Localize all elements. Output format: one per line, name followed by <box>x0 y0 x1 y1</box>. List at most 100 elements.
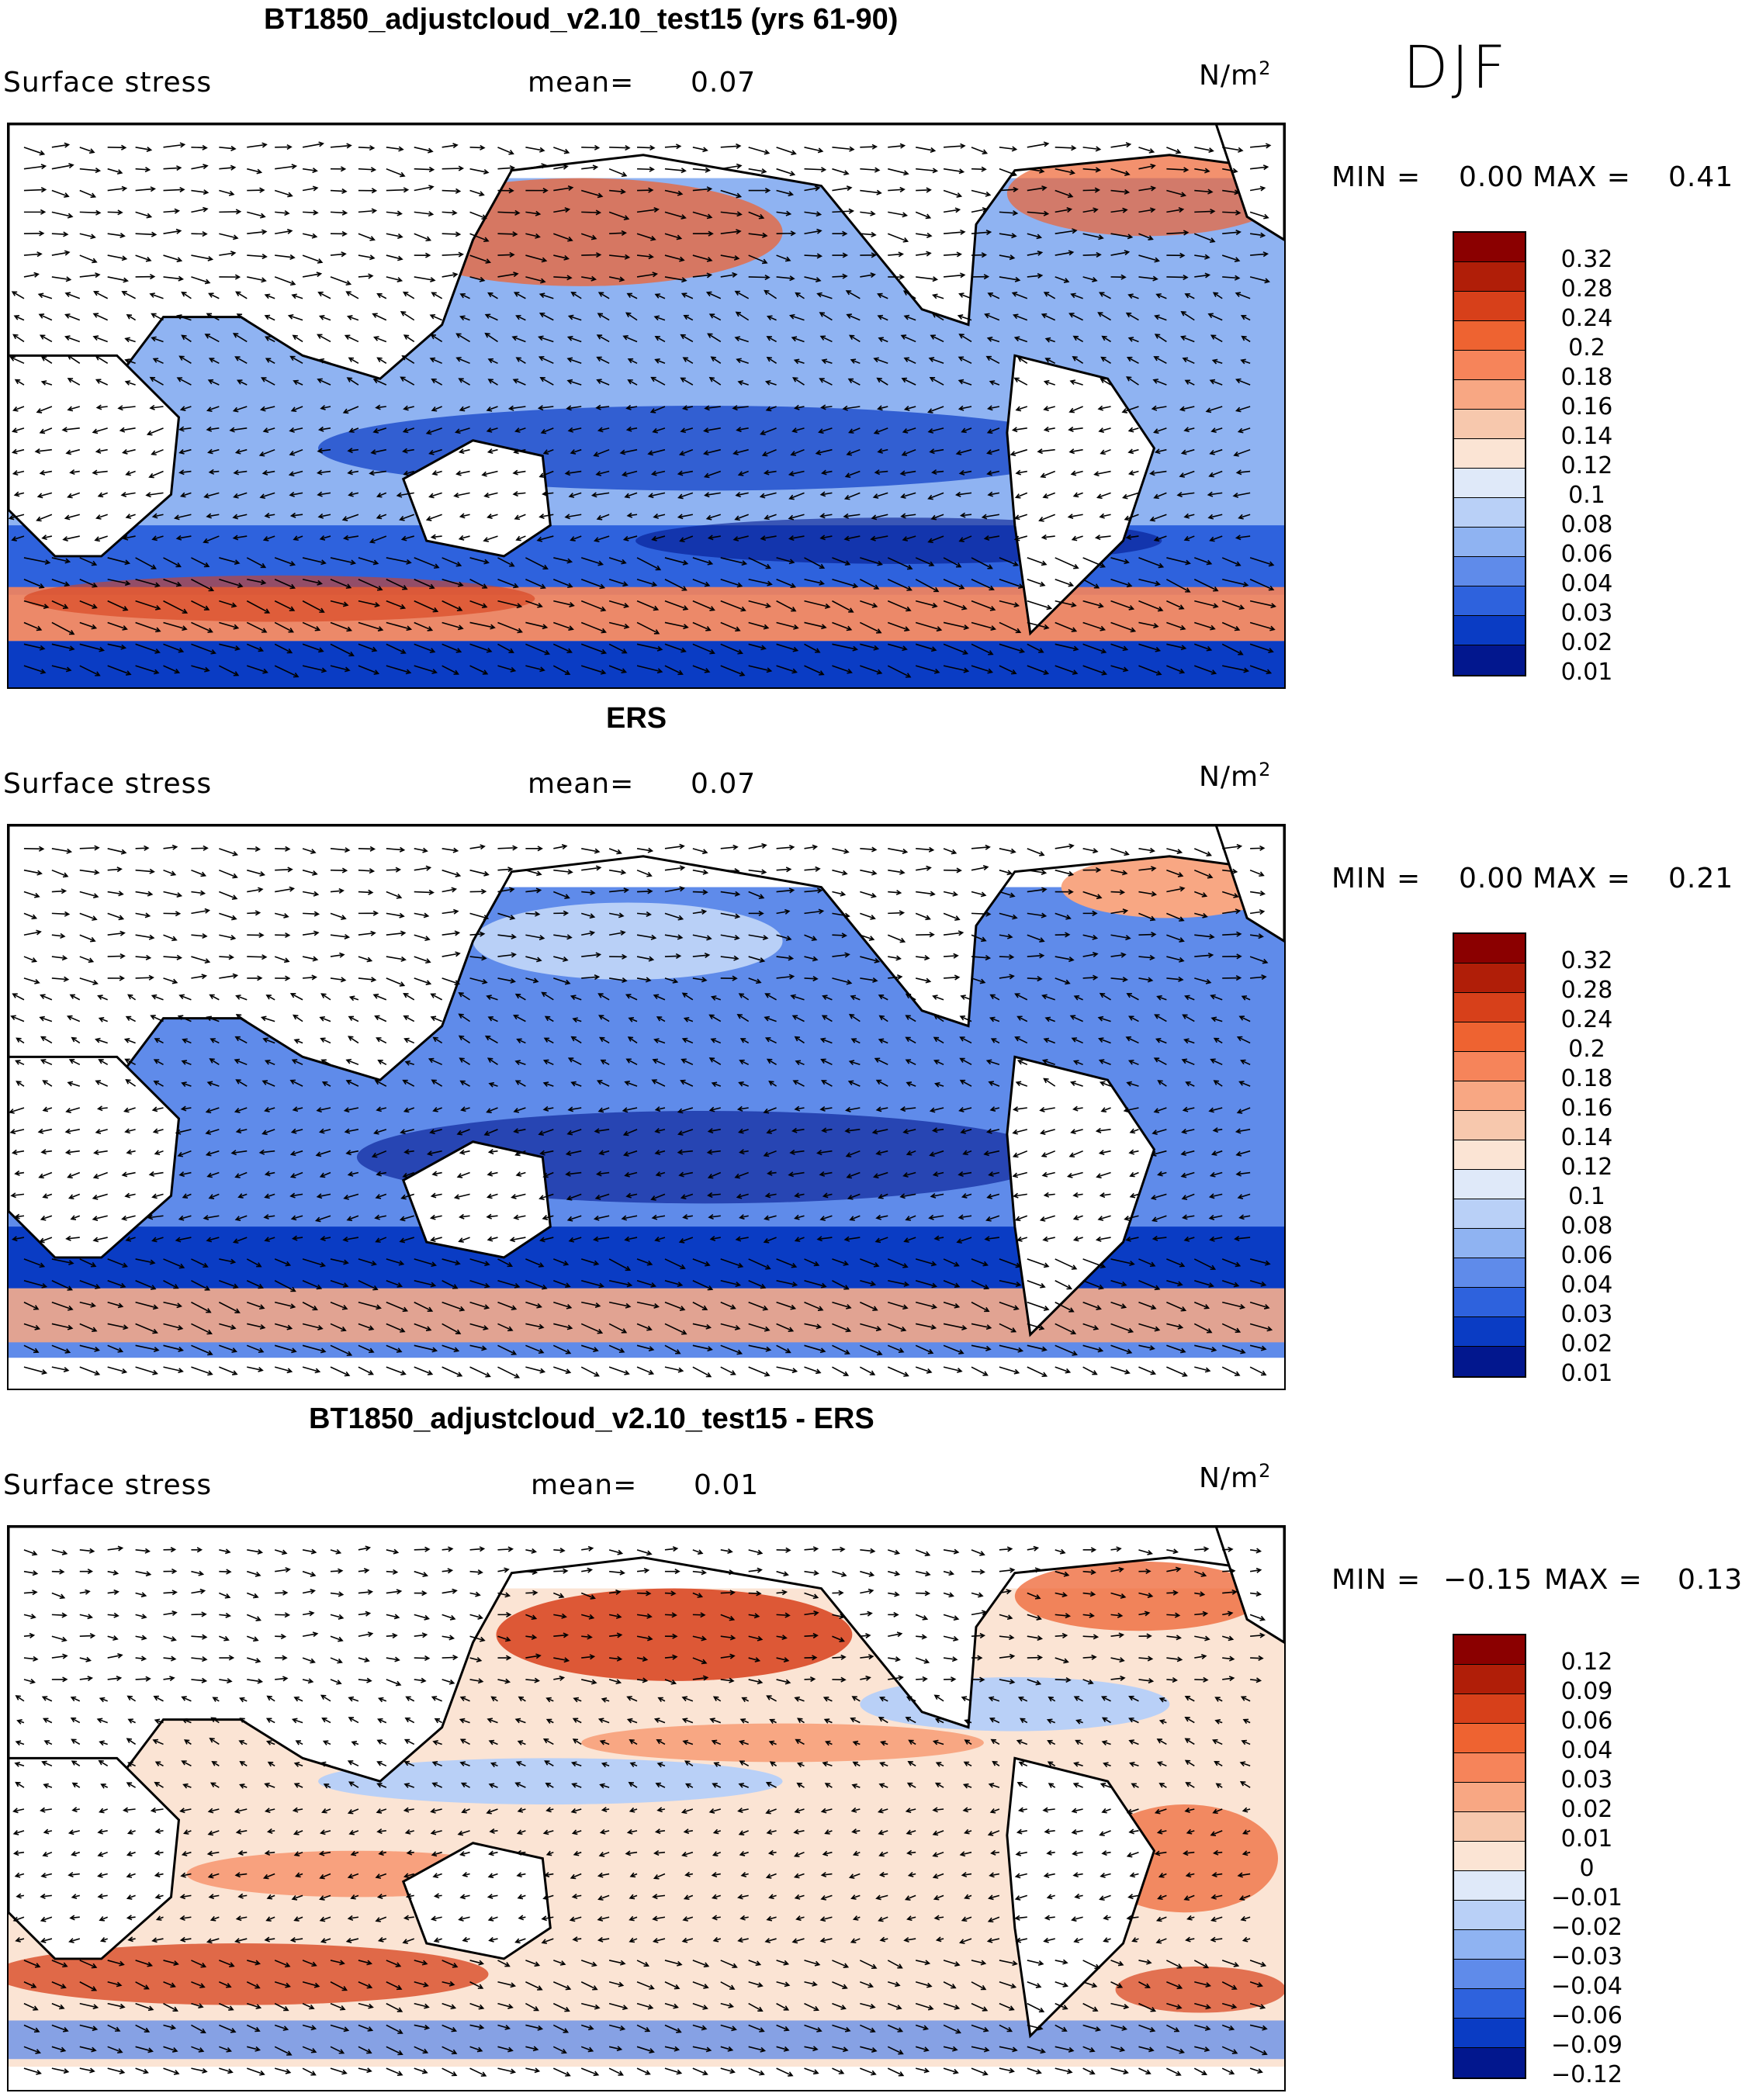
stress-vector-arrow <box>1210 334 1223 343</box>
stress-vector-arrow <box>1194 665 1217 675</box>
stress-vector-arrow <box>944 867 962 874</box>
stress-vector-arrow <box>572 1738 582 1745</box>
stress-vector-arrow <box>1127 448 1139 455</box>
stress-vector-arrow <box>23 2024 40 2033</box>
stress-vector-arrow <box>636 2046 655 2053</box>
stress-vector-arrow <box>878 1783 888 1789</box>
stress-vector-arrow <box>121 1215 136 1221</box>
stress-vector-arrow <box>1222 230 1242 236</box>
stress-vector-arrow <box>386 1280 403 1288</box>
stress-vector-arrow <box>341 514 359 521</box>
stress-vector-arrow <box>832 2024 851 2033</box>
stress-vector-arrow <box>933 1915 944 1921</box>
stress-vector-arrow <box>525 643 551 656</box>
stress-vector-arrow <box>637 187 654 193</box>
stress-vector-arrow <box>483 492 498 498</box>
stress-vector-arrow <box>23 1323 41 1330</box>
stress-vector-arrow <box>181 1760 192 1767</box>
stress-vector-arrow <box>358 2067 372 2074</box>
stress-vector-arrow <box>999 2067 1015 2074</box>
stress-vector-arrow <box>126 1894 136 1900</box>
stress-vector-arrow <box>681 292 694 299</box>
stress-vector-arrow <box>1110 1301 1127 1309</box>
stress-vector-arrow <box>163 2046 178 2053</box>
stress-vector-arrow <box>932 1873 944 1879</box>
stress-vector-arrow <box>553 275 573 281</box>
stress-vector-arrow <box>347 1171 359 1177</box>
stress-vector-arrow <box>120 491 136 498</box>
stress-vector-arrow <box>68 1059 81 1066</box>
stress-vector-arrow <box>386 2024 403 2034</box>
stress-vector-arrow <box>1125 312 1139 321</box>
stress-vector-arrow <box>302 1610 315 1617</box>
stress-vector-arrow <box>126 314 137 321</box>
stress-vector-arrow <box>289 448 303 456</box>
stress-vector-arrow <box>622 1107 638 1113</box>
stress-vector-arrow <box>736 1105 749 1112</box>
stress-vector-arrow <box>1237 427 1251 434</box>
stress-vector-arrow <box>191 164 209 170</box>
stress-vector-arrow <box>95 1129 108 1134</box>
stress-vector-arrow <box>67 378 81 386</box>
stress-vector-arrow <box>629 1937 638 1943</box>
stress-vector-arrow <box>705 514 722 521</box>
stress-vector-arrow <box>608 1323 628 1334</box>
stress-vector-arrow <box>38 1171 53 1179</box>
stress-vector-arrow <box>1208 1214 1223 1220</box>
stress-vector-arrow <box>748 1366 771 1377</box>
stress-vector-arrow <box>1138 1610 1151 1617</box>
stress-vector-arrow <box>759 492 777 499</box>
stress-vector-arrow <box>552 1344 572 1354</box>
colorbar-tick-label: 0.08 <box>1560 1213 1613 1240</box>
panel2-mean-value: 0.07 <box>691 768 757 800</box>
stress-vector-arrow <box>1075 1719 1083 1725</box>
stress-vector-arrow <box>51 665 72 673</box>
stress-vector-arrow <box>915 1301 938 1309</box>
stress-vector-arrow <box>152 1738 164 1745</box>
stress-vector-arrow <box>581 252 602 258</box>
stress-vector-arrow <box>12 1829 25 1835</box>
stress-vector-arrow <box>153 1059 164 1065</box>
stress-vector-arrow <box>330 867 348 874</box>
stress-vector-arrow <box>152 1128 164 1134</box>
stress-vector-arrow <box>457 1830 470 1836</box>
stress-vector-arrow <box>683 1894 694 1900</box>
stress-vector-arrow <box>525 1960 541 1967</box>
stress-vector-arrow <box>763 1107 777 1114</box>
stress-vector-arrow <box>330 1323 347 1332</box>
stress-vector-arrow <box>915 557 935 567</box>
stress-vector-arrow <box>23 1632 36 1638</box>
stress-vector-arrow <box>760 535 777 541</box>
stress-vector-arrow <box>402 1938 415 1944</box>
stress-vector-arrow <box>289 993 303 1001</box>
stress-vector-arrow <box>1250 933 1264 939</box>
stress-vector-arrow <box>748 2067 765 2076</box>
colorbar-cell <box>1454 1081 1525 1111</box>
stress-vector-arrow <box>656 1807 666 1813</box>
stress-vector-arrow <box>1138 2024 1156 2033</box>
stress-vector-arrow <box>16 1893 25 1899</box>
colorbar-cell <box>1454 557 1525 586</box>
stress-vector-arrow <box>79 934 96 943</box>
stress-vector-arrow <box>832 1676 847 1683</box>
stress-vector-arrow <box>23 1344 40 1354</box>
stress-vector-arrow <box>581 974 601 981</box>
stress-vector-arrow <box>1184 1695 1195 1702</box>
stress-vector-arrow <box>959 1057 972 1065</box>
stress-vector-arrow <box>906 1150 916 1156</box>
stress-vector-arrow <box>776 1344 791 1354</box>
stress-vector-arrow <box>79 209 102 216</box>
stress-vector-arrow <box>93 1149 108 1156</box>
stress-vector-arrow <box>1210 1150 1223 1156</box>
stress-vector-arrow <box>125 1236 136 1242</box>
stress-vector-arrow <box>748 956 766 964</box>
stress-vector-arrow <box>989 1016 1000 1022</box>
stress-vector-arrow <box>1096 1171 1111 1179</box>
stress-vector-arrow <box>740 1872 749 1877</box>
stress-vector-arrow <box>804 665 825 676</box>
stress-vector-arrow <box>822 1850 833 1856</box>
stress-vector-arrow <box>204 334 220 343</box>
stress-vector-arrow <box>13 491 25 497</box>
stress-vector-arrow <box>915 1657 930 1664</box>
colorbar-cell <box>1454 1052 1525 1081</box>
